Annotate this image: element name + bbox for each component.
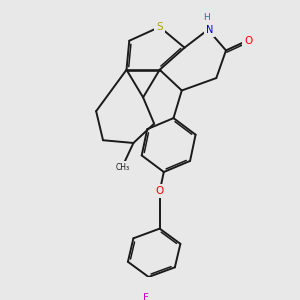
Text: S: S xyxy=(156,22,163,32)
Text: CH₃: CH₃ xyxy=(115,163,129,172)
Text: N: N xyxy=(206,25,213,35)
Text: O: O xyxy=(155,186,164,196)
Text: O: O xyxy=(244,36,252,46)
Text: H: H xyxy=(203,13,210,22)
Text: F: F xyxy=(143,293,149,300)
